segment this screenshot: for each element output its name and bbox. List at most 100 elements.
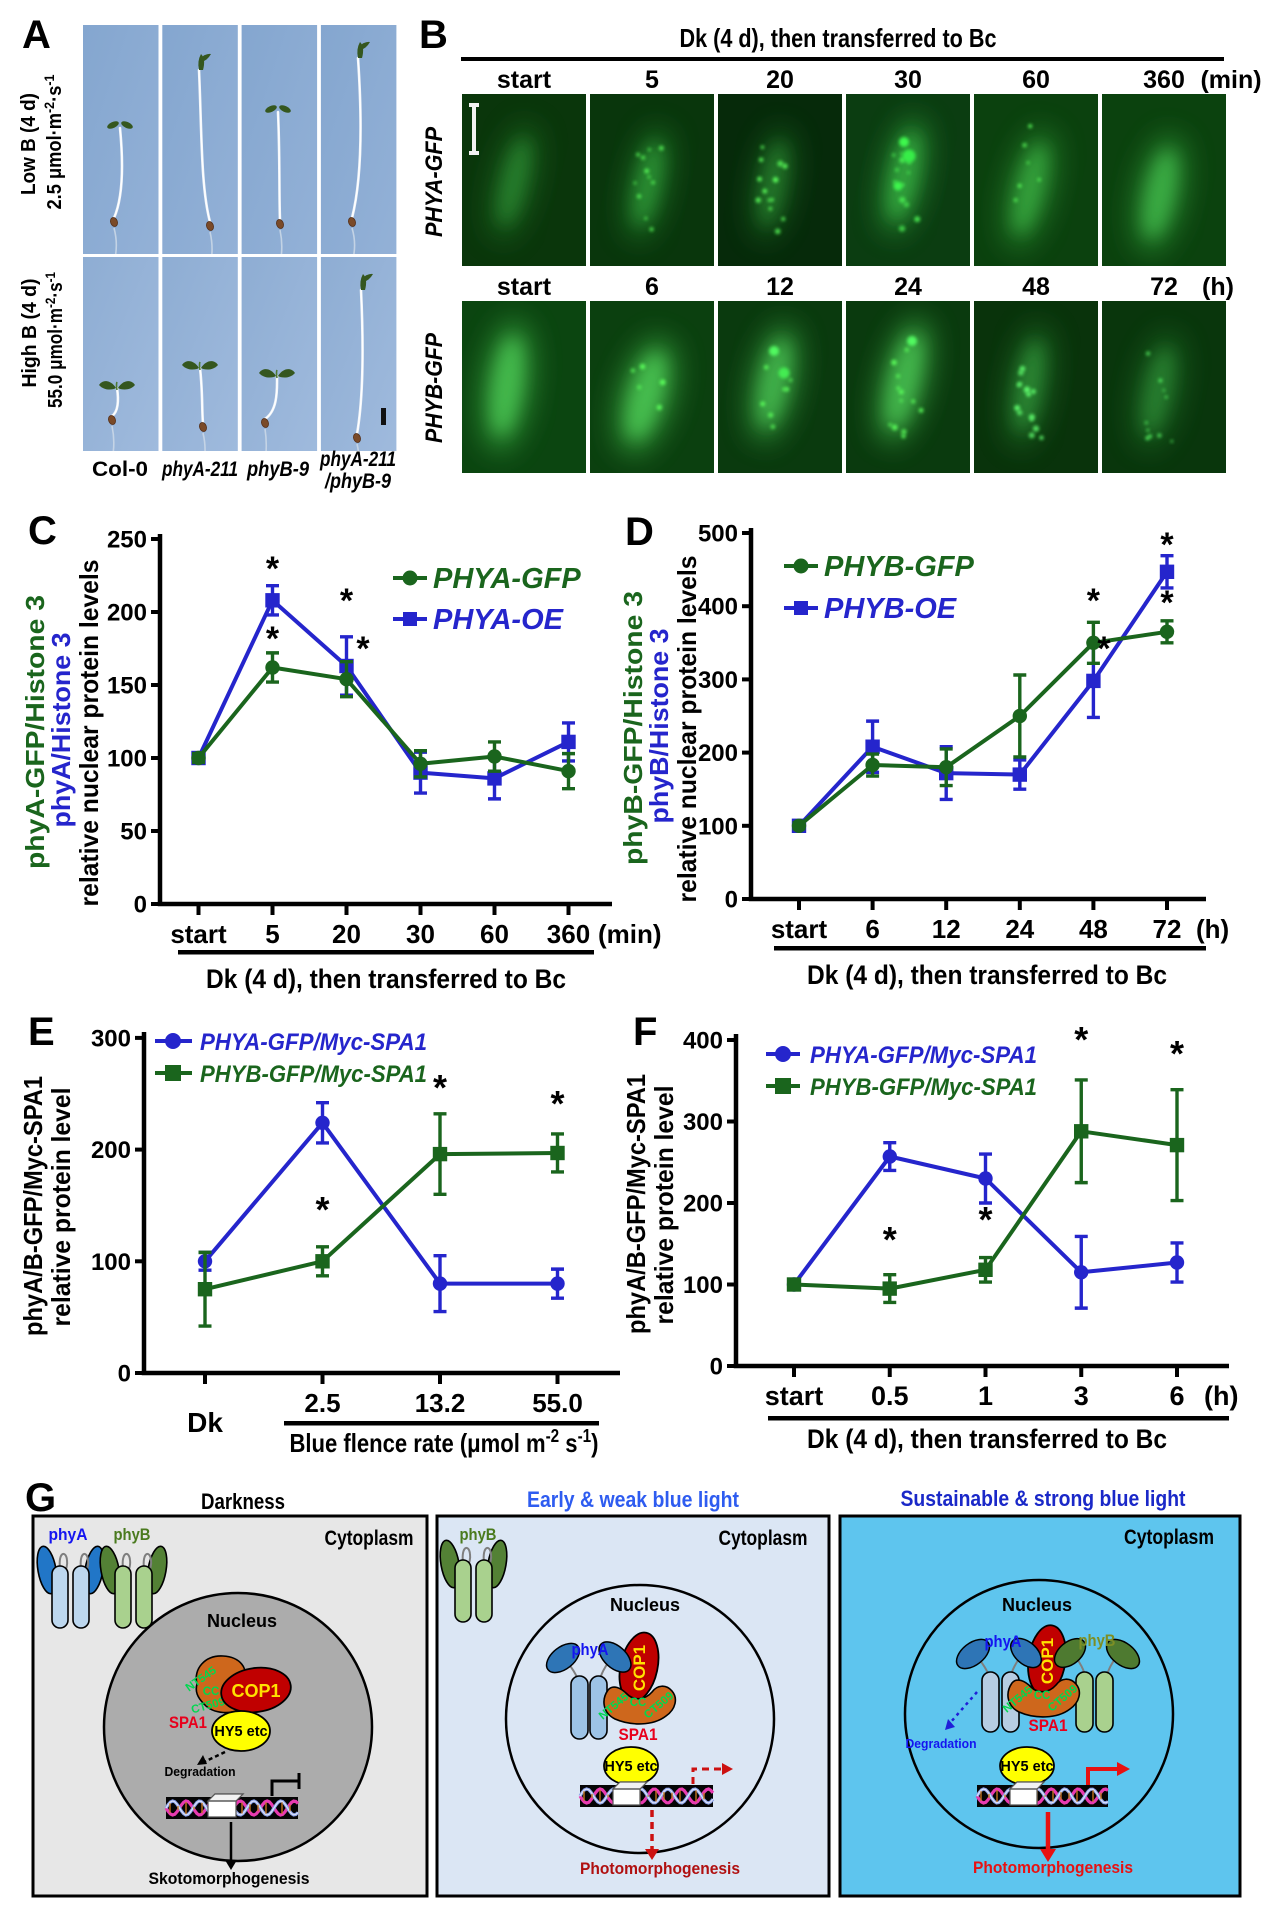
svg-text:phyA: phyA xyxy=(49,1526,88,1544)
svg-text:6: 6 xyxy=(1169,1381,1184,1411)
svg-text:Dk (4 d), then transferred to: Dk (4 d), then transferred to Bc xyxy=(807,1424,1167,1454)
svg-text:*: * xyxy=(266,550,280,588)
svg-text:Photomorphogenesis: Photomorphogenesis xyxy=(973,1858,1133,1877)
svg-text:*: * xyxy=(1170,1033,1184,1074)
svg-text:2.5: 2.5 xyxy=(304,1388,340,1418)
svg-text:start: start xyxy=(771,914,828,944)
svg-text:High B (4 d): High B (4 d) xyxy=(18,279,41,388)
svg-text:phyA/B-GFP/Myc-SPA1: phyA/B-GFP/Myc-SPA1 xyxy=(18,1076,48,1336)
svg-text:phyA/Histone 3: phyA/Histone 3 xyxy=(46,633,76,828)
svg-text:B: B xyxy=(419,13,448,57)
svg-text:*: * xyxy=(315,1189,329,1230)
svg-text:(h): (h) xyxy=(1202,273,1234,301)
svg-text:Cytoplasm: Cytoplasm xyxy=(1124,1526,1214,1549)
svg-text:Dk (4 d), then transferred to: Dk (4 d), then transferred to Bc xyxy=(680,23,997,53)
svg-text:30: 30 xyxy=(894,66,922,94)
svg-text:0: 0 xyxy=(118,1361,131,1388)
svg-text:6: 6 xyxy=(865,914,879,944)
svg-text:PHYB-OE: PHYB-OE xyxy=(824,593,958,625)
svg-text:24: 24 xyxy=(894,273,922,301)
svg-text:200: 200 xyxy=(91,1137,131,1164)
svg-text:200: 200 xyxy=(683,1191,723,1218)
svg-text:400: 400 xyxy=(698,594,738,621)
svg-text:Nucleus: Nucleus xyxy=(207,1611,277,1631)
svg-text:(h): (h) xyxy=(1204,1381,1238,1411)
svg-text:PHYB-GFP/Myc-SPA1: PHYB-GFP/Myc-SPA1 xyxy=(810,1074,1037,1101)
svg-text:SPA1: SPA1 xyxy=(1029,1716,1068,1735)
svg-text:PHYA-GFP: PHYA-GFP xyxy=(421,126,448,237)
svg-text:0: 0 xyxy=(725,887,738,914)
svg-text:PHYA-GFP/Myc-SPA1: PHYA-GFP/Myc-SPA1 xyxy=(810,1042,1037,1069)
svg-text:*: * xyxy=(978,1199,992,1240)
svg-text:HY5 etc: HY5 etc xyxy=(1000,1759,1053,1775)
svg-text:300: 300 xyxy=(683,1109,723,1136)
svg-text:60: 60 xyxy=(1022,66,1050,94)
svg-text:55.0: 55.0 xyxy=(532,1388,583,1418)
svg-text:HY5 etc: HY5 etc xyxy=(214,1724,267,1740)
svg-text:*: * xyxy=(1160,584,1174,622)
svg-text:50: 50 xyxy=(120,819,147,846)
svg-text:start: start xyxy=(170,919,227,949)
svg-text:Dk: Dk xyxy=(187,1407,223,1438)
svg-text:phyA: phyA xyxy=(572,1641,609,1659)
svg-text:0: 0 xyxy=(134,892,147,919)
svg-text:Skotomorphogenesis: Skotomorphogenesis xyxy=(149,1869,310,1888)
svg-text:SPA1: SPA1 xyxy=(169,1713,207,1732)
svg-text:PHYA-GFP: PHYA-GFP xyxy=(433,563,581,595)
svg-text:5: 5 xyxy=(265,919,279,949)
svg-text:*: * xyxy=(356,630,370,668)
svg-text:A: A xyxy=(22,13,51,57)
svg-text:CC: CC xyxy=(1034,1690,1051,1702)
svg-text:start: start xyxy=(497,273,552,301)
svg-text:phyA: phyA xyxy=(985,1633,1022,1651)
svg-text:phyB: phyB xyxy=(1079,1632,1116,1650)
svg-text:phyA-211: phyA-211 xyxy=(161,458,238,481)
svg-text:relative nuclear protein level: relative nuclear protein levels xyxy=(672,556,702,903)
svg-text:300: 300 xyxy=(91,1025,131,1052)
svg-text:*: * xyxy=(433,1067,447,1108)
svg-text:150: 150 xyxy=(107,673,147,700)
svg-text:(min): (min) xyxy=(1200,66,1261,94)
svg-text:Cytoplasm: Cytoplasm xyxy=(325,1527,414,1550)
svg-text:*: * xyxy=(1160,526,1174,564)
svg-text:phyB: phyB xyxy=(114,1526,151,1544)
svg-text:Degradation: Degradation xyxy=(165,1764,236,1779)
svg-text:*: * xyxy=(550,1083,564,1124)
svg-text:/phyB-9: /phyB-9 xyxy=(324,470,391,493)
svg-text:30: 30 xyxy=(406,919,435,949)
svg-text:Low B (4 d): Low B (4 d) xyxy=(17,93,40,195)
svg-text:phyA-GFP/Histone 3: phyA-GFP/Histone 3 xyxy=(20,595,50,869)
svg-text:(h): (h) xyxy=(1196,914,1229,944)
svg-text:*: * xyxy=(340,582,354,620)
svg-text:*: * xyxy=(1074,1019,1088,1060)
svg-text:300: 300 xyxy=(698,667,738,694)
svg-text:relative protein level: relative protein level xyxy=(649,1086,679,1325)
svg-text:COP1: COP1 xyxy=(231,1681,280,1701)
svg-text:48: 48 xyxy=(1079,914,1108,944)
svg-text:Cytoplasm: Cytoplasm xyxy=(719,1527,808,1550)
svg-text:HY5 etc: HY5 etc xyxy=(604,1759,657,1775)
svg-text:6: 6 xyxy=(645,273,659,301)
svg-text:Nucleus: Nucleus xyxy=(610,1595,680,1615)
svg-text:D: D xyxy=(625,510,654,554)
svg-text:100: 100 xyxy=(698,813,738,840)
svg-text:200: 200 xyxy=(698,740,738,767)
svg-text:Col-0: Col-0 xyxy=(92,458,148,481)
svg-text:phyB-GFP/Histone 3: phyB-GFP/Histone 3 xyxy=(618,591,648,865)
svg-text:start: start xyxy=(497,66,552,94)
svg-text:C: C xyxy=(28,509,57,553)
svg-text:360: 360 xyxy=(547,919,590,949)
svg-text:Early & weak blue light: Early & weak blue light xyxy=(527,1487,740,1512)
svg-text:*: * xyxy=(883,1219,897,1260)
svg-text:60: 60 xyxy=(480,919,509,949)
svg-text:Dk (4 d), then transferred to: Dk (4 d), then transferred to Bc xyxy=(807,960,1167,990)
svg-text:*: * xyxy=(1097,630,1111,668)
svg-text:0: 0 xyxy=(710,1354,723,1381)
svg-text:20: 20 xyxy=(332,919,361,949)
svg-text:400: 400 xyxy=(683,1028,723,1055)
svg-text:12: 12 xyxy=(932,914,961,944)
svg-text:relative protein level: relative protein level xyxy=(46,1088,76,1327)
svg-text:72: 72 xyxy=(1150,273,1178,301)
svg-text:phyB/Histone 3: phyB/Histone 3 xyxy=(644,629,674,824)
svg-text:PHYB-GFP: PHYB-GFP xyxy=(824,551,975,583)
